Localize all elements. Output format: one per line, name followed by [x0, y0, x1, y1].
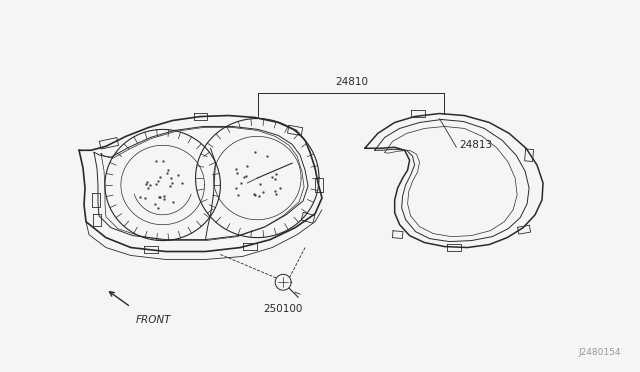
Text: J2480154: J2480154 — [578, 348, 621, 357]
Text: FRONT: FRONT — [136, 315, 172, 325]
Text: 24810: 24810 — [335, 77, 368, 87]
Text: 250100: 250100 — [264, 304, 303, 314]
Text: 24813: 24813 — [460, 140, 493, 150]
